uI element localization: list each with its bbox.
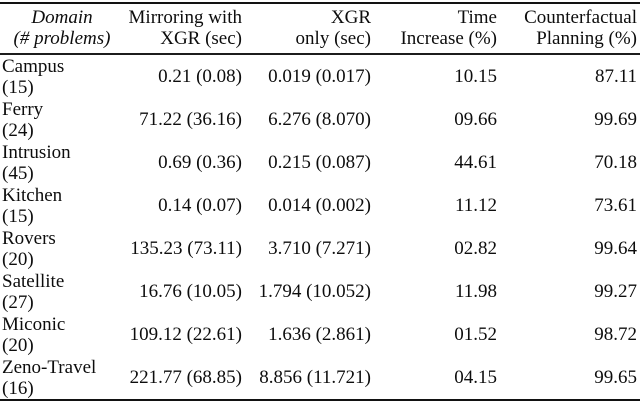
cell-mirroring-xgr: 0.69 (0.36)	[158, 152, 242, 173]
cell-mirroring-xgr: 16.76 (10.05)	[139, 281, 242, 302]
table-row-satellite: Satellite (27) 16.76 (10.05) 1.794 (10.05…	[0, 270, 640, 313]
cell-xgr-only: 3.710 (7.271)	[268, 238, 371, 259]
cell-xgr-only: 1.636 (2.861)	[268, 324, 371, 345]
cell-xgr-only: 0.215 (0.087)	[268, 152, 371, 173]
cell-time-increase: 10.15	[454, 66, 497, 87]
table-row-campus: Campus (15) 0.21 (0.08) 0.019 (0.017) 10.…	[0, 54, 640, 98]
cell-xgr-only: 0.014 (0.002)	[268, 195, 371, 216]
domain-name: Ferry	[2, 98, 44, 120]
cell-counterfactual: 70.18	[594, 152, 637, 173]
domain-problems: (24)	[2, 119, 34, 141]
cell-time-increase: 11.12	[454, 195, 497, 216]
cell-mirroring-xgr: 221.77 (68.85)	[129, 367, 242, 388]
header-time-line1: Time	[457, 7, 497, 28]
header-counterfactual-line1: Counterfactual	[524, 7, 637, 28]
cell-xgr-only: 6.276 (8.070)	[268, 109, 371, 130]
header-row: Domain (# problems) Mirroring with XGR (…	[0, 3, 640, 55]
cell-counterfactual: 98.72	[594, 324, 637, 345]
domain-name: Satellite	[2, 270, 65, 292]
cell-counterfactual: 73.61	[594, 195, 637, 216]
table-header: Domain (# problems) Mirroring with XGR (…	[0, 3, 640, 55]
cell-domain: Rovers (20)	[0, 227, 122, 270]
table-row-kitchen: Kitchen (15) 0.14 (0.07) 0.014 (0.002) 11…	[0, 184, 640, 227]
cell-domain: Miconic (20)	[0, 313, 122, 356]
cell-counterfactual: 87.11	[594, 66, 637, 87]
cell-domain: Intrusion (45)	[0, 141, 122, 184]
domain-problems: (20)	[2, 334, 34, 356]
cell-mirroring-xgr: 109.12 (22.61)	[129, 324, 242, 345]
header-counterfactual-line2: Planning (%)	[536, 28, 637, 49]
header-counterfactual-planning: Counterfactual Planning (%)	[497, 3, 640, 55]
cell-domain: Kitchen (15)	[0, 184, 122, 227]
cell-time-increase: 09.66	[454, 109, 497, 130]
domain-problems: (15)	[2, 205, 34, 227]
cell-time-increase: 11.98	[454, 281, 497, 302]
table-body: Campus (15) 0.21 (0.08) 0.019 (0.017) 10.…	[0, 54, 640, 400]
cell-time-increase: 01.52	[454, 324, 497, 345]
table-row-zeno-travel: Zeno-Travel (16) 221.77 (68.85) 8.856 (11…	[0, 356, 640, 400]
table-row-rovers: Rovers (20) 135.23 (73.11) 3.710 (7.271) …	[0, 227, 640, 270]
cell-xgr-only: 1.794 (10.052)	[258, 281, 371, 302]
header-time-line2: Increase (%)	[400, 28, 497, 49]
domain-name: Zeno-Travel	[2, 356, 97, 378]
cell-counterfactual: 99.64	[594, 238, 637, 259]
header-time-increase: Time Increase (%)	[371, 3, 497, 55]
cell-domain: Campus (15)	[0, 54, 122, 98]
table-row-intrusion: Intrusion (45) 0.69 (0.36) 0.215 (0.087) …	[0, 141, 640, 184]
cell-mirroring-xgr: 0.14 (0.07)	[158, 195, 242, 216]
domain-name: Kitchen	[2, 184, 63, 206]
domain-problems: (15)	[2, 76, 34, 98]
domain-problems: (45)	[2, 162, 34, 184]
table-row-miconic: Miconic (20) 109.12 (22.61) 1.636 (2.861)…	[0, 313, 640, 356]
header-xgr-only-line1: XGR	[330, 7, 371, 28]
domain-name: Miconic	[2, 313, 66, 335]
table-row-ferry: Ferry (24) 71.22 (36.16) 6.276 (8.070) 09…	[0, 98, 640, 141]
domain-name: Campus	[2, 55, 65, 77]
cell-mirroring-xgr: 135.23 (73.11)	[130, 238, 242, 259]
header-xgr-only-line2: only (sec)	[295, 28, 371, 49]
header-mirroring-line1: Mirroring with	[128, 7, 242, 28]
cell-domain: Ferry (24)	[0, 98, 122, 141]
cell-time-increase: 04.15	[454, 367, 497, 388]
domain-name: Rovers	[2, 227, 56, 249]
cell-xgr-only: 8.856 (11.721)	[259, 367, 371, 388]
cell-counterfactual: 99.27	[594, 281, 637, 302]
cell-counterfactual: 99.69	[594, 109, 637, 130]
domain-problems: (20)	[2, 248, 34, 270]
cell-time-increase: 02.82	[454, 238, 497, 259]
domain-problems: (16)	[2, 377, 34, 399]
domain-name: Intrusion	[2, 141, 71, 163]
cell-xgr-only: 0.019 (0.017)	[268, 66, 371, 87]
header-domain-line2: (# problems)	[13, 28, 111, 49]
cell-counterfactual: 99.65	[594, 367, 637, 388]
header-xgr-only: XGR only (sec)	[242, 3, 371, 55]
cell-time-increase: 44.61	[454, 152, 497, 173]
cell-mirroring-xgr: 71.22 (36.16)	[139, 109, 242, 130]
cell-domain: Zeno-Travel (16)	[0, 356, 122, 400]
header-mirroring-line2: XGR (sec)	[160, 28, 242, 49]
cell-mirroring-xgr: 0.21 (0.08)	[158, 66, 242, 87]
header-mirroring-xgr: Mirroring with XGR (sec)	[122, 3, 242, 55]
cell-domain: Satellite (27)	[0, 270, 122, 313]
header-domain-line1: Domain	[31, 7, 93, 28]
header-domain: Domain (# problems)	[0, 3, 122, 55]
domain-problems: (27)	[2, 291, 34, 313]
